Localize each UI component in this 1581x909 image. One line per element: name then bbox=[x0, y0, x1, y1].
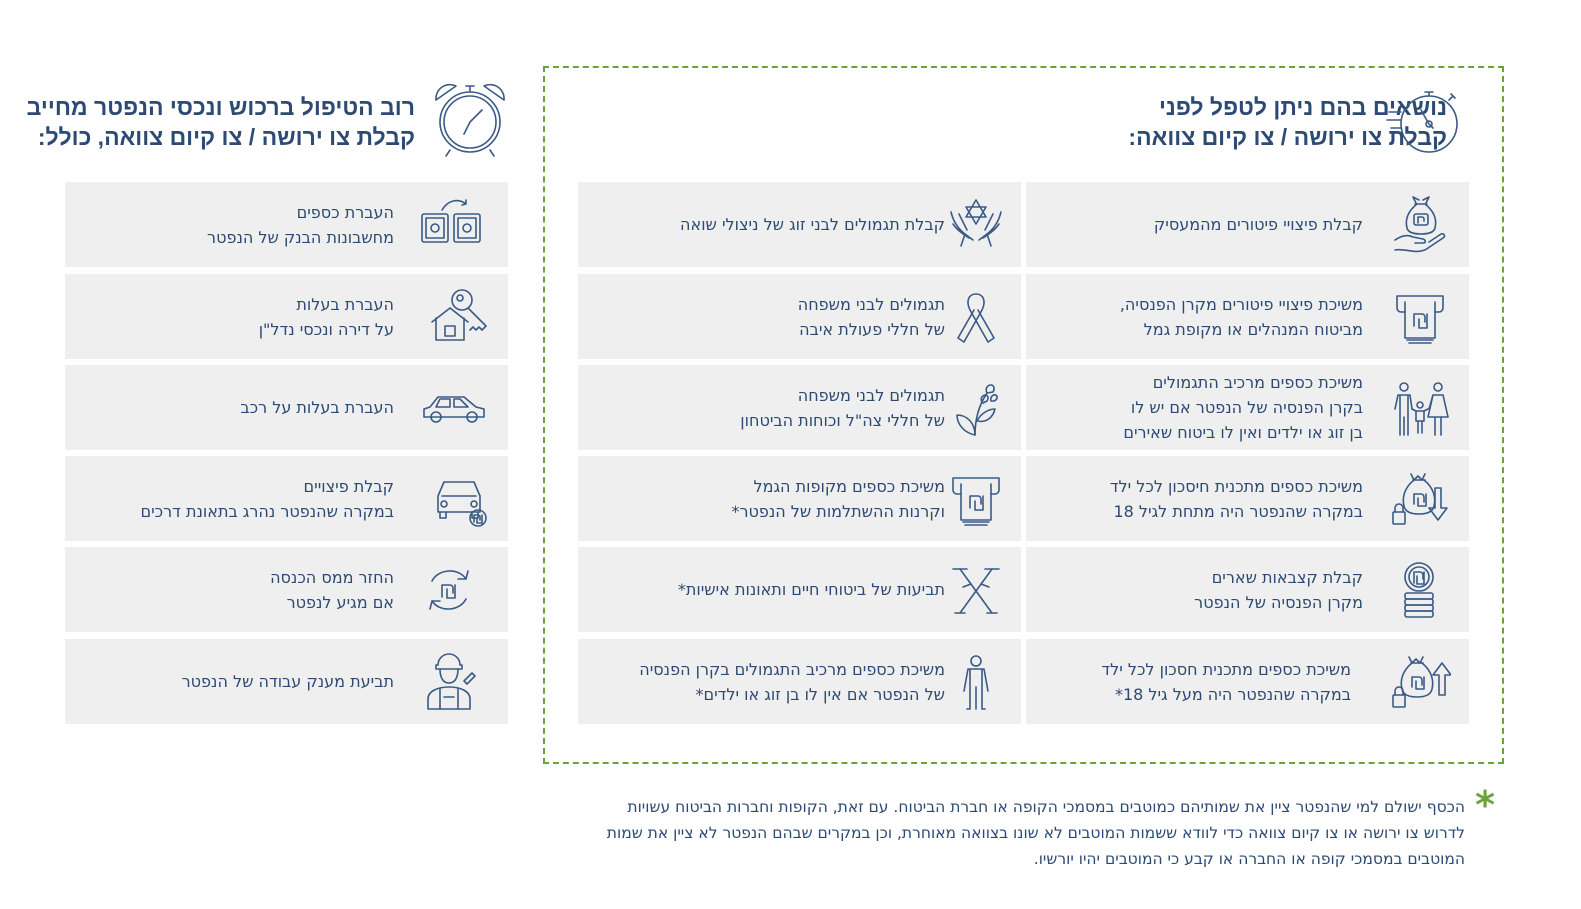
footnote-line: הכסף ישולם למי שהנפטר ציין את שמותיהם כמ… bbox=[627, 798, 1465, 816]
lily-flower-icon bbox=[945, 377, 1007, 439]
left-heading: רוב הטיפול ברכוש ונכסי הנפטר מחייב קבלת … bbox=[27, 92, 415, 152]
footnote-asterisk: * bbox=[1475, 783, 1495, 827]
item-text: של הנפטר אם אין לו בן זוג או ילדים* bbox=[695, 684, 945, 704]
house-key-icon bbox=[428, 286, 490, 348]
atm-withdraw-icon bbox=[945, 468, 1007, 530]
item-text: של חללי צה"ל וכוחות הביטחון bbox=[740, 410, 945, 430]
list-item-vehicle-ownership: העברת בעלות על רכב bbox=[65, 365, 508, 450]
item-text: העברת כספים bbox=[296, 202, 394, 222]
item-text: קבלת פיצויים bbox=[303, 476, 395, 496]
crutches-icon bbox=[945, 559, 1007, 621]
worker-icon bbox=[418, 651, 480, 713]
item-text: תגמולים לבני משפחה bbox=[797, 294, 945, 314]
coin-stack-icon bbox=[1389, 559, 1451, 621]
item-text: משיכת כספים מקופות הגמל bbox=[753, 476, 946, 496]
list-item-property-ownership: העברת בעלות על דירה ונכסי נדל"ן bbox=[65, 274, 508, 359]
item-text: בקרן הפנסיה של הנפטר אם יש לו bbox=[1130, 398, 1363, 417]
item-text: במקרה שהנפטר היה מעל גיל 18* bbox=[1114, 684, 1351, 704]
item-text: קבלת קצבאות שארים bbox=[1211, 567, 1363, 587]
stopwatch-icon bbox=[1385, 82, 1465, 162]
family-icon bbox=[1389, 377, 1451, 439]
item-text: תביעות של ביטוחי חיים ותאונות אישיות* bbox=[677, 580, 945, 599]
item-text: תגמולים לבני משפחה bbox=[797, 385, 945, 405]
list-item-work-grant: תביעת מענק עבודה של הנפטר bbox=[65, 639, 508, 724]
item-text: של חללי פעולת איבה bbox=[799, 319, 945, 339]
item-text: משיכת כספים מרכיב התגמולים בקרן הפנסיה bbox=[639, 659, 945, 679]
item-text: על דירה ונכסי נדל"ן bbox=[258, 319, 394, 339]
item-text: קבלת תגמולים לבני זוג של ניצולי שואה bbox=[680, 215, 945, 234]
list-item-life-insurance: תביעות של ביטוחי חיים ותאונות אישיות* bbox=[578, 547, 1021, 632]
item-text: משיכת כספים מתכנית חסכון לכל ילד bbox=[1101, 659, 1351, 679]
left-heading-line1: רוב הטיפול ברכוש ונכסי הנפטר מחייב bbox=[26, 94, 415, 120]
list-item-pension-spouse: משיכת כספים מרכיב התגמולים בקרן הפנסיה ש… bbox=[1026, 365, 1469, 450]
list-item-bank-transfer: העברת כספים מחשבונות הבנק של הנפטר bbox=[65, 182, 508, 267]
list-item-severance: קבלת פיצויי פיטורים מהמעסיק bbox=[1026, 182, 1469, 267]
item-text: בן זוג או ילדים ואין לו ביטוח שאירים bbox=[1123, 423, 1363, 442]
item-text: וקרנות ההשתלמות של הנפטר* bbox=[731, 501, 945, 521]
item-text: העברת בעלות על רכב bbox=[240, 398, 394, 417]
item-text: העברת בעלות bbox=[296, 294, 394, 314]
footnote-line: המוטבים במסמכי קופה או החברה או קבע כי ה… bbox=[1033, 850, 1465, 868]
list-item-terror-victims: תגמולים לבני משפחה של חללי פעולת איבה bbox=[578, 274, 1021, 359]
left-heading-line2: קבלת צו ירושה / צו קיום צוואה, כולל: bbox=[37, 124, 415, 150]
item-text: מחשבונות הבנק של הנפטר bbox=[207, 227, 394, 247]
list-item-idf-fallen: תגמולים לבני משפחה של חללי צה"ל וכוחות ה… bbox=[578, 365, 1021, 450]
item-text: משיכת פיצויי פיטורים מקרן הפנסיה, bbox=[1119, 294, 1363, 314]
item-text: החזר ממס הכנסה bbox=[270, 567, 394, 587]
item-text: אם מגיע לנפטר bbox=[286, 592, 394, 612]
item-text: משיכת כספים מתכנית חיסכון לכל ילד bbox=[1109, 476, 1363, 496]
list-item-tax-refund: החזר ממס הכנסה אם מגיע לנפטר bbox=[65, 547, 508, 632]
money-bag-lock-up-icon bbox=[1389, 651, 1451, 713]
list-item-accident-compensation: קבלת פיצויים במקרה שהנפטר נהרג בתאונת דר… bbox=[65, 456, 508, 541]
item-text: במקרה שהנפטר נהרג בתאונת דרכים bbox=[140, 501, 394, 521]
money-bag-hand-icon bbox=[1389, 194, 1451, 256]
item-text: קבלת פיצויי פיטורים מהמעסיק bbox=[1153, 215, 1363, 234]
car-front-money-icon bbox=[428, 468, 490, 530]
list-item-pension-severance: משיכת פיצויי פיטורים מקרן הפנסיה, מביטוח… bbox=[1026, 274, 1469, 359]
single-person-icon bbox=[945, 651, 1007, 713]
list-item-pension-single: משיכת כספים מרכיב התגמולים בקרן הפנסיה ש… bbox=[578, 639, 1021, 724]
dashed-panel bbox=[543, 66, 1504, 764]
star-of-david-hands-icon bbox=[945, 194, 1007, 256]
list-item-child-savings-over18: משיכת כספים מתכנית חסכון לכל ילד במקרה ש… bbox=[1026, 639, 1469, 724]
footnote: הכסף ישולם למי שהנפטר ציין את שמותיהם כמ… bbox=[565, 794, 1465, 872]
list-item-child-savings-under18: משיכת כספים מתכנית חיסכון לכל ילד במקרה … bbox=[1026, 456, 1469, 541]
atm-withdraw-icon bbox=[1389, 286, 1451, 348]
footnote-line: לדרוש צו ירושה או צו קיום צוואה כדי לווד… bbox=[606, 824, 1465, 842]
item-text: מביטוח המנהלים או מקופת גמל bbox=[1143, 319, 1363, 339]
list-item-holocaust: קבלת תגמולים לבני זוג של ניצולי שואה bbox=[578, 182, 1021, 267]
item-text: תביעת מענק עבודה של הנפטר bbox=[181, 672, 394, 691]
money-bag-lock-down-icon bbox=[1389, 468, 1451, 530]
refund-cycle-icon bbox=[418, 559, 480, 621]
alarm-clock-icon bbox=[428, 78, 512, 162]
car-side-icon bbox=[420, 377, 490, 439]
safe-transfer-icon bbox=[412, 194, 490, 256]
right-heading-line1: נושאים בהם ניתן לטפל לפני bbox=[1158, 94, 1447, 120]
item-text: משיכת כספים מרכיב התגמולים bbox=[1152, 373, 1363, 392]
item-text: במקרה שהנפטר היה מתחת לגיל 18 bbox=[1113, 501, 1363, 521]
list-item-survivor-pension: קבלת קצבאות שארים מקרן הפנסיה של הנפטר bbox=[1026, 547, 1469, 632]
item-text: מקרן הפנסיה של הנפטר bbox=[1194, 592, 1363, 612]
list-item-provident-funds: משיכת כספים מקופות הגמל וקרנות ההשתלמות … bbox=[578, 456, 1021, 541]
ribbon-icon bbox=[945, 286, 1007, 348]
